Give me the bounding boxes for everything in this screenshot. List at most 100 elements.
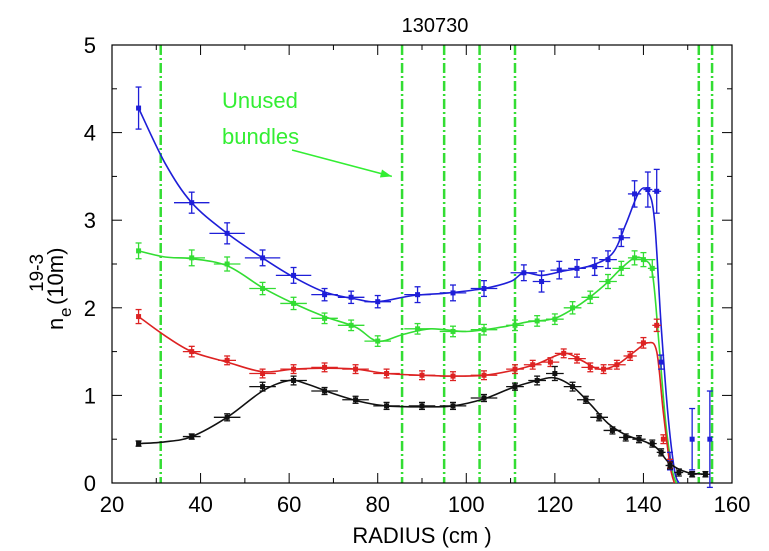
point-marker (552, 371, 558, 376)
point-marker (658, 449, 664, 455)
data-point (213, 413, 241, 422)
data-point (608, 359, 626, 370)
point-marker (260, 371, 266, 376)
data-point (135, 440, 142, 447)
point-marker (654, 188, 660, 194)
data-point (213, 256, 241, 272)
point-marker (658, 359, 664, 365)
y-tick-label: 1 (84, 383, 96, 408)
data-point (581, 290, 600, 305)
data-point (689, 407, 696, 471)
point-marker (702, 471, 708, 477)
point-marker (534, 378, 540, 384)
y-tick-label: 3 (84, 208, 96, 233)
data-point (647, 439, 657, 448)
point-marker (649, 441, 655, 447)
point-marker (353, 397, 359, 403)
point-marker (291, 378, 297, 384)
x-tick-label: 160 (714, 492, 751, 517)
point-marker (136, 105, 142, 111)
point-marker (136, 248, 142, 254)
data-point (342, 364, 369, 375)
series-line-0 (137, 107, 680, 484)
point-marker (224, 414, 230, 420)
data-point (439, 401, 467, 411)
data-point (546, 313, 564, 326)
point-marker (224, 261, 230, 267)
data-point (244, 249, 281, 267)
point-marker (291, 366, 297, 372)
data-point (623, 350, 637, 362)
data-point (364, 294, 391, 309)
data-point (404, 286, 431, 304)
y-label-exponent: 19-3 (27, 254, 48, 292)
point-marker (570, 305, 576, 311)
series-points (135, 86, 713, 489)
point-marker (640, 340, 646, 346)
point-marker (587, 294, 593, 300)
point-marker (530, 362, 536, 368)
point-marker (609, 427, 615, 433)
data-point (603, 426, 622, 435)
point-marker (512, 322, 518, 328)
data-point (652, 168, 662, 214)
data-point (408, 370, 436, 381)
point-marker (481, 372, 487, 378)
data-point (510, 264, 538, 282)
point-marker (574, 265, 580, 271)
point-marker (583, 397, 589, 403)
point-marker (636, 436, 642, 442)
data-point (470, 279, 498, 298)
point-marker (322, 388, 328, 394)
data-point (135, 308, 142, 325)
point-marker (689, 471, 695, 477)
data-point (280, 296, 307, 311)
axis-ticks (111, 44, 733, 484)
data-point (174, 191, 210, 214)
data-point (532, 270, 551, 293)
y-tick-label: 5 (84, 33, 96, 58)
point-marker (450, 290, 456, 296)
annotation-line-2: bundles (222, 124, 299, 149)
point-marker (561, 350, 567, 356)
series-curves (137, 107, 706, 484)
data-point (373, 401, 400, 411)
x-tick-label: 140 (625, 492, 662, 517)
data-point (563, 301, 582, 315)
x-axis-label: RADIUS (cm ) (352, 523, 491, 548)
point-marker (291, 300, 297, 306)
point-marker (189, 434, 195, 440)
point-marker (224, 230, 230, 236)
data-point (554, 348, 573, 359)
data-point (706, 390, 713, 489)
point-marker (640, 257, 646, 263)
point-marker (384, 371, 390, 376)
point-marker (689, 436, 695, 442)
point-marker (649, 265, 655, 271)
data-point (674, 468, 684, 477)
point-marker (384, 403, 390, 409)
y-label-subscript: e (56, 308, 75, 317)
data-point (563, 381, 582, 392)
x-tick-label: 20 (100, 492, 124, 517)
data-point (506, 364, 524, 375)
data-point (342, 395, 369, 404)
point-marker (654, 322, 660, 328)
data-point (439, 325, 467, 338)
y-tick-label: 2 (84, 296, 96, 321)
data-point (182, 433, 201, 440)
data-point (280, 375, 307, 386)
y-label-unit: (10m) (43, 248, 68, 305)
x-tick-label: 40 (188, 492, 212, 517)
annotation-line-1: Unused (222, 88, 298, 113)
data-point (337, 290, 365, 305)
point-marker (552, 316, 558, 322)
data-point (643, 171, 653, 208)
data-point (364, 335, 391, 347)
y-tick-label: 0 (84, 471, 96, 496)
data-point (182, 345, 201, 358)
point-marker (587, 364, 593, 370)
data-point (546, 365, 564, 382)
data-point (506, 382, 524, 391)
